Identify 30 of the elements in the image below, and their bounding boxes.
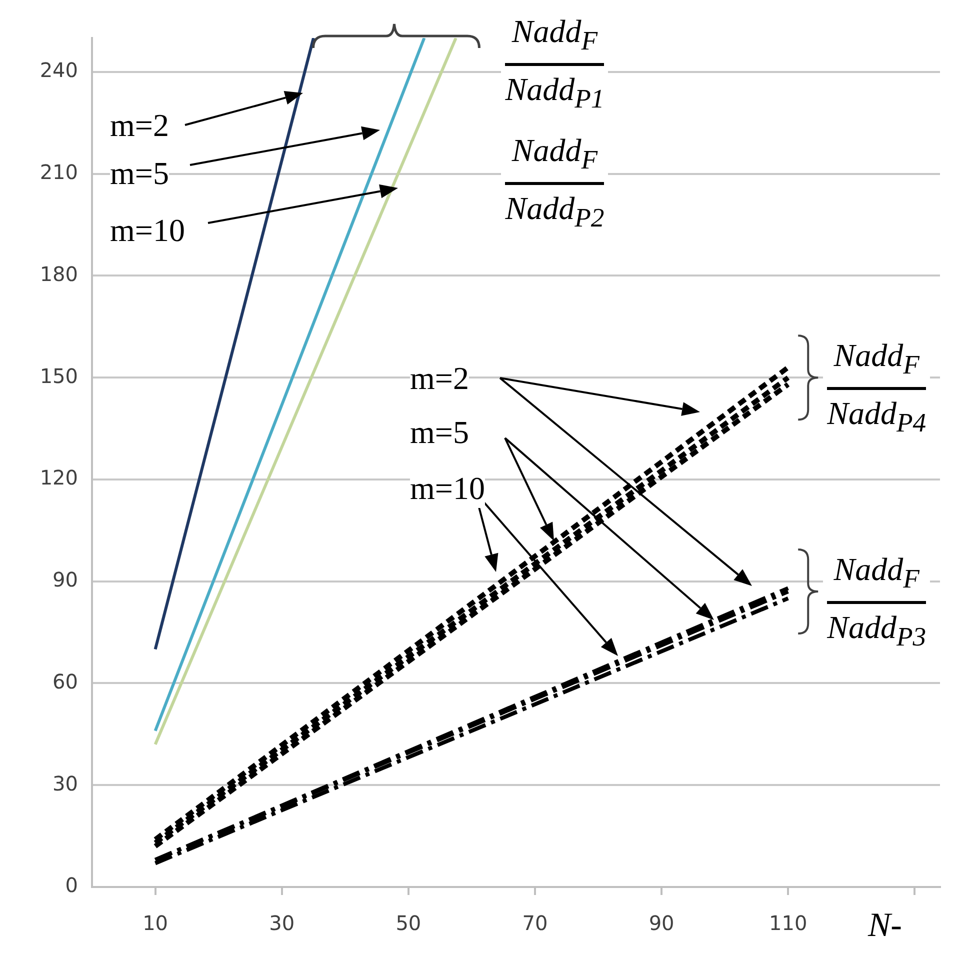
annotation: Nadd$_{F}$ bbox=[832, 550, 921, 595]
y-tick-label: 240 bbox=[40, 58, 78, 82]
annotation: Nadd$_{F}$ bbox=[510, 131, 599, 176]
y-tick-label: 90 bbox=[52, 568, 78, 592]
x-tick-label: 50 bbox=[396, 911, 422, 936]
y-tick-label: 210 bbox=[40, 160, 78, 184]
annotation: Nadd$_{P2}$ bbox=[505, 182, 604, 241]
annotation: m=5 bbox=[110, 153, 169, 193]
y-tick-label: 150 bbox=[40, 364, 78, 388]
y-tick-label: 0 bbox=[65, 873, 78, 898]
x-tick-label: 110 bbox=[769, 911, 808, 936]
x-tick-label: 90 bbox=[648, 911, 674, 936]
x-tick-label: 30 bbox=[269, 911, 295, 936]
y-tick-label: 180 bbox=[40, 262, 78, 286]
x-axis-title: N- bbox=[868, 906, 902, 946]
y-tick-label: 60 bbox=[52, 669, 78, 694]
annotation: m=5 bbox=[410, 412, 469, 452]
annotation: Nadd$_{P4}$ bbox=[827, 386, 926, 446]
annotation: m=2 bbox=[410, 358, 469, 398]
x-tick-label: 70 bbox=[522, 911, 548, 936]
annotation: Nadd$_{F}$ bbox=[832, 336, 921, 381]
y-tick-label: 30 bbox=[52, 771, 78, 796]
annotation: Nadd$_{P3}$ bbox=[827, 600, 926, 660]
y-tick-label: 120 bbox=[40, 466, 78, 490]
x-tick-label: 10 bbox=[142, 911, 168, 936]
annotation: m=10 bbox=[110, 210, 185, 250]
annotation: Nadd$_{F}$ bbox=[510, 12, 599, 58]
annotation: m=2 bbox=[110, 105, 169, 145]
annotation: m=10 bbox=[410, 468, 485, 508]
annotation: Nadd$_{P1}$ bbox=[505, 63, 604, 122]
